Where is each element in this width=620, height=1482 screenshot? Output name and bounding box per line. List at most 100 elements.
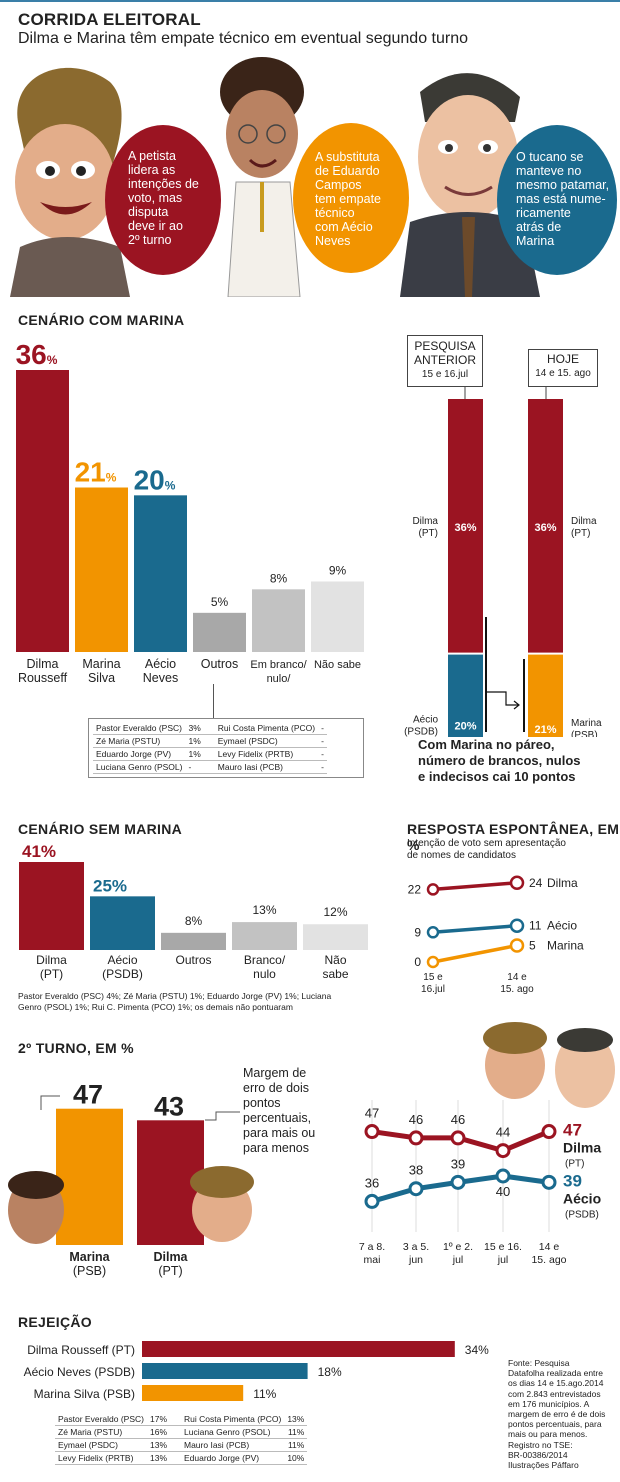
annotation-line: para menos bbox=[243, 1141, 310, 1155]
section-title-rejeicao: REJEIÇÃO bbox=[18, 1314, 92, 1330]
bar-sem-marina bbox=[90, 896, 155, 950]
bar-value-label: 34% bbox=[465, 1343, 489, 1357]
point-label: 46 bbox=[409, 1112, 423, 1127]
stack-value-label: 21% bbox=[534, 724, 556, 736]
section-title-sem-marina: CENÁRIO SEM MARINA bbox=[18, 821, 183, 837]
table-cell: Pastor Everaldo (PSC) bbox=[93, 722, 186, 735]
series-line bbox=[432, 943, 518, 964]
bubble-line: de Eduardo bbox=[315, 164, 380, 178]
table-cell: Zé Maria (PSTU) bbox=[93, 734, 186, 748]
dilma-bubble: A petista lidera as intenções de voto, m… bbox=[105, 125, 221, 275]
stack-category-label: Dilma bbox=[412, 516, 438, 527]
x-tick-label: 7 a 8. bbox=[359, 1241, 385, 1253]
point-label: 9 bbox=[414, 925, 421, 939]
series-point bbox=[426, 955, 440, 969]
rejeicao-category-label: Marina Silva (PSB) bbox=[34, 1387, 135, 1401]
stack-category-label: (PT) bbox=[571, 528, 590, 539]
stack-category-label: Dilma bbox=[571, 516, 597, 527]
x-tick-label: 1º e 2. bbox=[443, 1241, 473, 1253]
table-row: Luciana Genro (PSOL) - Mauro Iasi (PCB) - bbox=[93, 760, 327, 774]
x-tick-label: jun bbox=[408, 1254, 423, 1266]
x-tick-label: 14 e bbox=[539, 1241, 560, 1253]
bar-value-label: 12% bbox=[323, 905, 347, 919]
point-label: 40 bbox=[496, 1184, 510, 1199]
others-table-box: Pastor Everaldo (PSC) 3% Rui Costa Pimenta… bbox=[88, 718, 364, 778]
x-tick-label: 14 e bbox=[507, 972, 527, 983]
aecio-hair bbox=[557, 1028, 613, 1052]
point-label: 44 bbox=[496, 1125, 510, 1140]
prev-survey-date: 15 e 16.jul bbox=[421, 369, 469, 380]
page-title: CORRIDA ELEITORAL bbox=[18, 10, 201, 29]
annotation-line: erro de dois bbox=[243, 1081, 310, 1095]
bubble-line: tem empate bbox=[315, 192, 382, 206]
bubble-line: 2º turno bbox=[128, 233, 172, 247]
series-point bbox=[509, 875, 525, 891]
x-tick-label: jul bbox=[452, 1254, 464, 1266]
series-party: (PSDB) bbox=[565, 1209, 599, 1220]
bar-category-label: Outros bbox=[175, 953, 211, 967]
series-point bbox=[364, 1124, 380, 1140]
bar-category-label: (PT) bbox=[40, 967, 63, 981]
bar-rejeicao bbox=[142, 1363, 308, 1379]
bar-sem-marina bbox=[161, 932, 226, 950]
stack-value-label: 36% bbox=[454, 522, 476, 534]
table-cell: 13% bbox=[146, 1451, 181, 1465]
note-line: número de brancos, nulos bbox=[418, 753, 581, 768]
stacked-note: Com Marina no páreo, número de brancos, … bbox=[418, 737, 581, 785]
today-survey-label: HOJE 14 e 15. ago bbox=[528, 349, 598, 387]
marina-hair bbox=[8, 1171, 64, 1199]
x-tick-label: 15. ago bbox=[531, 1254, 566, 1266]
series-point bbox=[426, 883, 440, 896]
series-point bbox=[408, 1130, 424, 1146]
note-line: Com Marina no páreo, bbox=[418, 737, 555, 752]
x-tick-label: jul bbox=[497, 1254, 509, 1266]
source-line: com 2.843 entrevistados bbox=[508, 1388, 601, 1399]
bubble-line: A substituta bbox=[315, 150, 380, 164]
series-name: Marina bbox=[547, 939, 584, 953]
series-party: (PT) bbox=[565, 1159, 584, 1170]
subtitle-line: Intenção de voto sem apresentação bbox=[407, 838, 566, 849]
bar-value-label: 5% bbox=[211, 595, 229, 609]
stack-category-label: Aécio bbox=[413, 715, 438, 726]
bubble-line: voto, mas bbox=[128, 191, 183, 205]
series-point bbox=[408, 1181, 424, 1197]
table-row: Eymael (PSDC) 13% Mauro Iasi (PCB) 11% bbox=[55, 1438, 308, 1452]
point-label: 38 bbox=[409, 1163, 423, 1178]
bar-category-label: Branco/ bbox=[244, 953, 286, 967]
bar-value-label: 8% bbox=[185, 914, 203, 928]
point-label: 22 bbox=[408, 882, 422, 896]
stack-category-label: (PSB) bbox=[571, 730, 598, 737]
table-cell: - bbox=[318, 760, 327, 774]
source-line: BR-00386/2014 bbox=[508, 1449, 568, 1460]
stack-segment bbox=[448, 654, 483, 737]
bar-category-label: Não sabe bbox=[314, 659, 361, 671]
bar-sem-marina bbox=[303, 924, 368, 950]
point-label: 24 bbox=[529, 876, 543, 890]
x-tick-label: 3 a 5. bbox=[403, 1241, 429, 1253]
bubble-line: Marina bbox=[516, 234, 555, 248]
stack-category-label: Marina bbox=[571, 718, 602, 729]
last-value-label: 47 bbox=[563, 1121, 582, 1140]
table-cell: - bbox=[185, 760, 215, 774]
x-tick-label: 15 e bbox=[423, 972, 443, 983]
bar-category-label: Neves bbox=[143, 671, 178, 685]
bracket-arrow bbox=[486, 691, 518, 706]
chart-rejeicao: Dilma Rousseff (PT) 34% Aécio Neves (PSDB)… bbox=[24, 1341, 489, 1401]
rejeicao-category-label: Aécio Neves (PSDB) bbox=[24, 1365, 135, 1379]
stack-segment bbox=[528, 399, 563, 653]
bar-category-label: Não bbox=[324, 953, 346, 967]
bar-com-marina bbox=[311, 581, 364, 652]
point-label: 5 bbox=[529, 939, 536, 953]
x-tick-label: mai bbox=[364, 1254, 381, 1266]
bar-category-label: Dilma bbox=[153, 1250, 188, 1264]
source-line: mais ou para menos. bbox=[508, 1429, 588, 1440]
chart-stacked-comparison: 36%Dilma(PT)20%Aécio(PSDB)8%Campos(PSB)8… bbox=[404, 387, 602, 737]
table-cell: Levy Fidelix (PRTB) bbox=[214, 747, 319, 761]
bubble-line: mesmo patamar, bbox=[516, 178, 610, 192]
bar-category-label: nulo/ bbox=[267, 673, 292, 685]
table-cell: Pastor Everaldo (PSC) bbox=[55, 1413, 147, 1426]
today-survey-name: HOJE bbox=[546, 352, 579, 366]
table-cell: - bbox=[318, 747, 327, 761]
bar-category-label: Aécio bbox=[107, 953, 137, 967]
bar-category-label: Rousseff bbox=[18, 671, 68, 685]
